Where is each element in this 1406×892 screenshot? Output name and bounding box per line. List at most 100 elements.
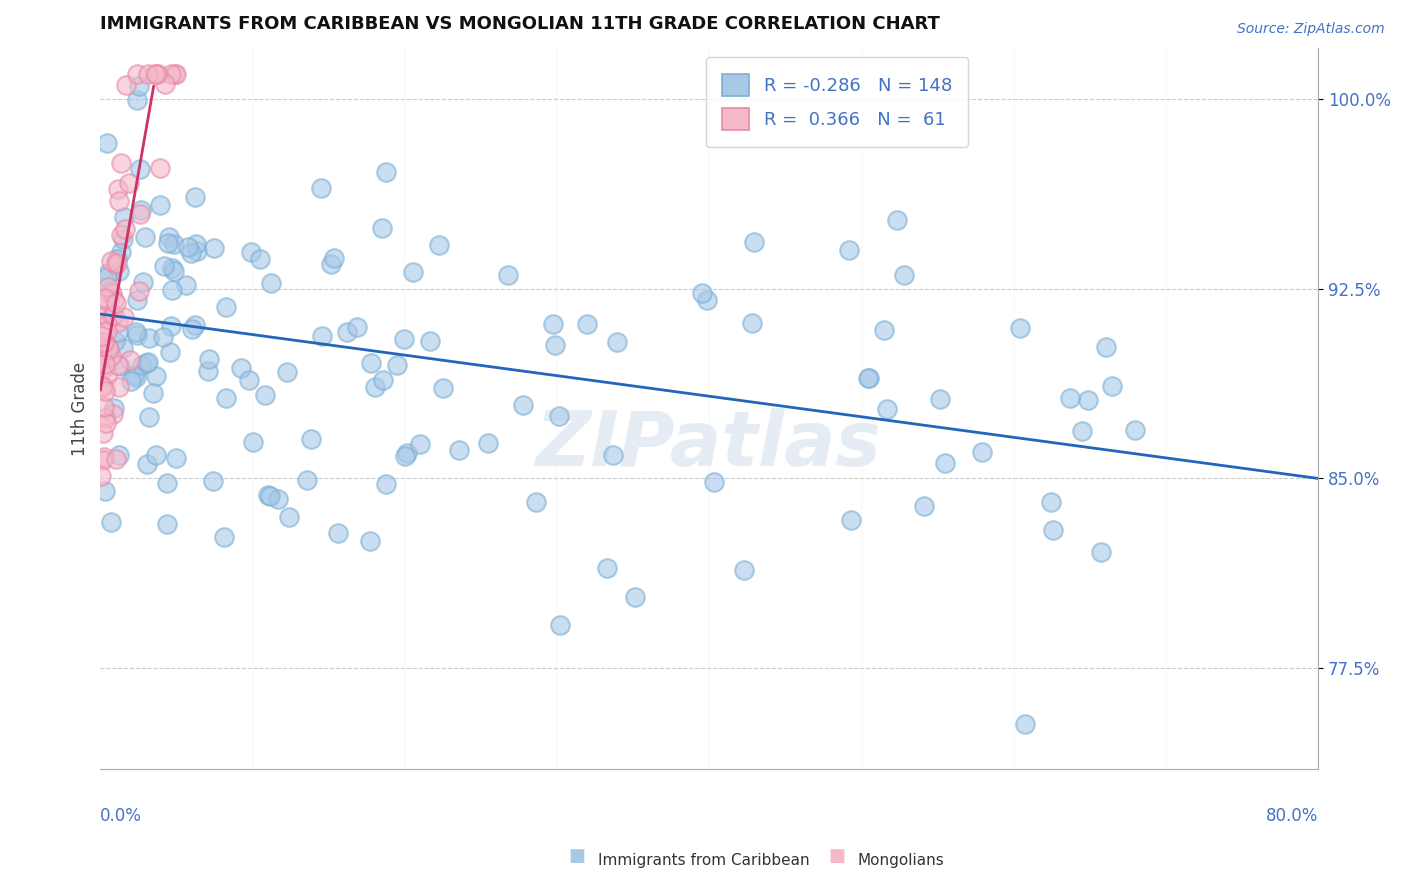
Point [512, 398, 534, 412]
Point [153, 77, 176, 91]
Point [110, 228, 132, 243]
Point [176, 278, 198, 293]
Point [103, 308, 125, 322]
Point [122, 368, 145, 382]
Point [326, 526, 349, 541]
Point [548, 618, 571, 632]
Point [690, 285, 713, 300]
Text: 80.0%: 80.0% [1265, 807, 1319, 825]
Point [893, 268, 915, 283]
Point [145, 67, 167, 81]
Point [575, 317, 598, 331]
Point [145, 448, 167, 462]
Point [134, 230, 156, 244]
Point [98, 342, 121, 356]
Point [148, 161, 170, 175]
Point [91, 334, 114, 349]
Point [419, 334, 441, 349]
Point [165, 67, 187, 81]
Point [395, 446, 418, 460]
Point [1014, 716, 1036, 731]
Point [375, 164, 398, 178]
Point [392, 332, 415, 346]
Point [177, 240, 200, 254]
Point [107, 182, 129, 196]
Point [138, 410, 160, 425]
Point [112, 310, 135, 324]
Point [146, 67, 169, 81]
Point [108, 380, 131, 394]
Point [96, 341, 118, 355]
Point [112, 341, 135, 355]
Point [839, 513, 862, 527]
Point [125, 325, 148, 339]
Point [886, 212, 908, 227]
Point [409, 437, 432, 451]
Point [201, 474, 224, 488]
Point [346, 320, 368, 334]
Point [118, 176, 141, 190]
Point [111, 232, 134, 246]
Text: 0.0%: 0.0% [100, 807, 142, 825]
Point [181, 322, 204, 336]
Point [152, 330, 174, 344]
Point [1123, 423, 1146, 437]
Point [858, 370, 880, 384]
Point [912, 500, 935, 514]
Point [131, 358, 153, 372]
Point [129, 202, 152, 217]
Point [93, 293, 115, 307]
Point [363, 380, 385, 394]
Point [159, 67, 181, 81]
Point [135, 356, 157, 370]
Point [253, 388, 276, 402]
Point [186, 236, 208, 251]
Point [163, 236, 186, 251]
Point [104, 257, 127, 271]
Point [153, 259, 176, 273]
Point [115, 78, 138, 92]
Point [105, 252, 128, 266]
Point [94, 384, 117, 398]
Point [276, 365, 298, 379]
Point [375, 477, 398, 491]
Point [156, 476, 179, 491]
Point [107, 194, 129, 209]
Point [858, 371, 880, 385]
Point [136, 457, 159, 471]
Point [160, 319, 183, 334]
Point [1101, 379, 1123, 393]
Point [110, 244, 132, 259]
Text: ZIPatlas: ZIPatlas [536, 408, 883, 482]
Point [197, 364, 219, 378]
Point [606, 334, 628, 349]
Point [104, 451, 127, 466]
Point [360, 356, 382, 370]
Point [1095, 340, 1118, 354]
Point [94, 416, 117, 430]
Point [256, 488, 278, 502]
Point [876, 402, 898, 417]
Point [163, 264, 186, 278]
Point [105, 296, 128, 310]
Point [929, 392, 952, 406]
Point [93, 380, 115, 394]
Point [696, 293, 718, 308]
Point [93, 334, 115, 349]
Point [160, 283, 183, 297]
Point [477, 436, 499, 450]
Point [90, 329, 112, 343]
Point [202, 242, 225, 256]
Point [165, 450, 187, 465]
Point [100, 349, 122, 363]
Text: IMMIGRANTS FROM CARIBBEAN VS MONGOLIAN 11TH GRADE CORRELATION CHART: IMMIGRANTS FROM CARIBBEAN VS MONGOLIAN 1… [100, 15, 941, 33]
Point [101, 408, 124, 422]
Point [127, 293, 149, 307]
Y-axis label: 11th Grade: 11th Grade [72, 362, 89, 456]
Point [97, 340, 120, 354]
Point [184, 189, 207, 203]
Point [105, 256, 128, 270]
Point [602, 448, 624, 462]
Legend: R = -0.286   N = 148, R =  0.366   N =  61: R = -0.286 N = 148, R = 0.366 N = 61 [706, 57, 969, 146]
Point [1059, 391, 1081, 405]
